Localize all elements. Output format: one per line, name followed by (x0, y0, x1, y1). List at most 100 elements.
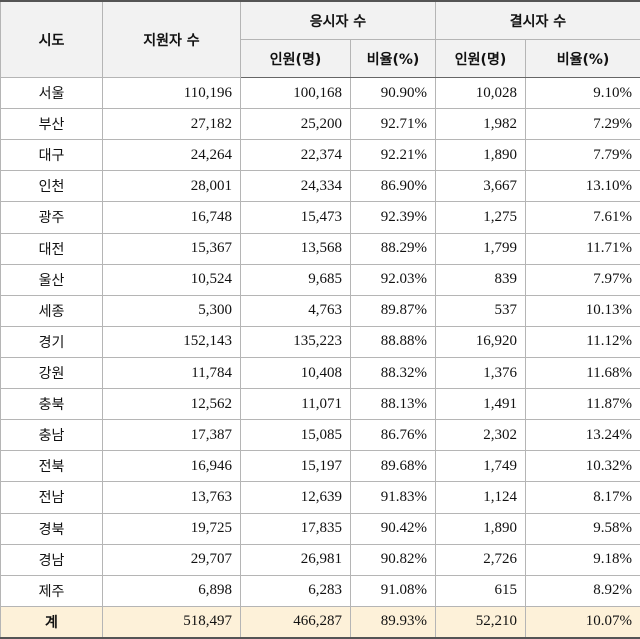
value-cell: 88.88% (350, 325, 436, 358)
value-cell: 100,168 (240, 76, 351, 110)
header-cell: 지원자 수 (102, 0, 241, 78)
data-row: 대전 15,367 13,568 88.29% 1,799 11.71% (0, 232, 640, 265)
data-row: 제주 6,898 6,283 91.08% 615 8.92% (0, 574, 640, 607)
value-cell: 10.13% (525, 294, 640, 327)
value-cell: 88.13% (350, 388, 436, 421)
value-cell: 537 (435, 294, 526, 327)
value-cell: 7.79% (525, 139, 640, 172)
region-cell: 제주 (0, 574, 103, 607)
region-cell: 경기 (0, 325, 103, 358)
data-row: 세종 5,300 4,763 89.87% 537 10.13% (0, 294, 640, 327)
value-cell: 2,726 (435, 543, 526, 576)
value-cell: 10.32% (525, 450, 640, 483)
value-cell: 9.10% (525, 76, 640, 110)
data-row: 경북 19,725 17,835 90.42% 1,890 9.58% (0, 512, 640, 545)
value-cell: 13,568 (240, 232, 351, 265)
header-row: 인원(명) 비율(%) 인원(명) 비율(%) (1, 39, 640, 78)
value-cell: 88.29% (350, 232, 436, 265)
value-cell: 12,639 (240, 481, 351, 514)
value-cell: 10.07% (525, 605, 640, 639)
value-cell: 11.87% (525, 388, 640, 421)
value-cell: 1,890 (435, 139, 526, 172)
value-cell: 91.08% (350, 574, 436, 607)
value-cell: 25,200 (240, 108, 351, 141)
value-cell: 8.92% (525, 574, 640, 607)
region-cell: 서울 (0, 76, 103, 110)
value-cell: 15,197 (240, 450, 351, 483)
value-cell: 15,473 (240, 201, 351, 234)
value-cell: 19,725 (102, 512, 241, 545)
data-row: 광주 16,748 15,473 92.39% 1,275 7.61% (0, 201, 640, 234)
value-cell: 6,283 (240, 574, 351, 607)
data-row: 인천 28,001 24,334 86.90% 3,667 13.10% (0, 170, 640, 203)
value-cell: 839 (435, 263, 526, 296)
value-cell: 1,749 (435, 450, 526, 483)
value-cell: 466,287 (240, 605, 351, 639)
header-cell: 결시자 수 (435, 0, 640, 40)
value-cell: 27,182 (102, 108, 241, 141)
region-cell: 경남 (0, 543, 103, 576)
header-cell: 응시자 수 (240, 0, 436, 40)
value-cell: 92.39% (350, 201, 436, 234)
data-row: 경기 152,143 135,223 88.88% 16,920 11.12% (0, 325, 640, 358)
header-row: 시도 지원자 수 응시자 수 결시자 수 (0, 0, 640, 78)
region-cell: 인천 (0, 170, 103, 203)
data-row: 대구 24,264 22,374 92.21% 1,890 7.79% (0, 139, 640, 172)
data-row: 서울 110,196 100,168 90.90% 10,028 9.10% (0, 76, 640, 110)
value-cell: 1,491 (435, 388, 526, 421)
value-cell: 13.24% (525, 419, 640, 452)
region-cell: 강원 (0, 356, 103, 390)
value-cell: 11,071 (240, 388, 351, 421)
value-cell: 1,124 (435, 481, 526, 514)
value-cell: 24,334 (240, 170, 351, 203)
data-row: 충남 17,387 15,085 86.76% 2,302 13.24% (0, 419, 640, 452)
value-cell: 13.10% (525, 170, 640, 203)
region-cell: 대구 (0, 139, 103, 172)
region-cell: 계 (0, 605, 103, 639)
value-cell: 88.32% (350, 356, 436, 390)
data-row: 충북 12,562 11,071 88.13% 1,491 11.87% (0, 388, 640, 421)
data-row: 전북 16,946 15,197 89.68% 1,749 10.32% (0, 450, 640, 483)
region-cell: 경북 (0, 512, 103, 545)
region-cell: 전남 (0, 481, 103, 514)
header-cell: 인원(명) (435, 39, 526, 78)
value-cell: 86.90% (350, 170, 436, 203)
value-cell: 90.42% (350, 512, 436, 545)
value-cell: 11.71% (525, 232, 640, 265)
value-cell: 1,376 (435, 356, 526, 390)
value-cell: 2,302 (435, 419, 526, 452)
value-cell: 1,982 (435, 108, 526, 141)
value-cell: 1,890 (435, 512, 526, 545)
value-cell: 7.97% (525, 263, 640, 296)
value-cell: 6,898 (102, 574, 241, 607)
data-row: 전남 13,763 12,639 91.83% 1,124 8.17% (0, 481, 640, 514)
value-cell: 15,367 (102, 232, 241, 265)
value-cell: 11.12% (525, 325, 640, 358)
value-cell: 92.03% (350, 263, 436, 296)
region-cell: 울산 (0, 263, 103, 296)
value-cell: 11.68% (525, 356, 640, 390)
data-row: 울산 10,524 9,685 92.03% 839 7.97% (0, 263, 640, 296)
value-cell: 16,920 (435, 325, 526, 358)
value-cell: 3,667 (435, 170, 526, 203)
value-cell: 91.83% (350, 481, 436, 514)
value-cell: 10,524 (102, 263, 241, 296)
value-cell: 4,763 (240, 294, 351, 327)
value-cell: 615 (435, 574, 526, 607)
header-cell: 인원(명) (240, 39, 351, 78)
value-cell: 10,408 (240, 356, 351, 390)
value-cell: 26,981 (240, 543, 351, 576)
header-cell: 비율(%) (350, 39, 436, 78)
value-cell: 90.82% (350, 543, 436, 576)
value-cell: 29,707 (102, 543, 241, 576)
value-cell: 89.68% (350, 450, 436, 483)
header-cell: 시도 (0, 0, 103, 78)
value-cell: 90.90% (350, 76, 436, 110)
value-cell: 92.71% (350, 108, 436, 141)
value-cell: 9,685 (240, 263, 351, 296)
value-cell: 7.29% (525, 108, 640, 141)
value-cell: 10,028 (435, 76, 526, 110)
header-cell: 비율(%) (525, 39, 640, 78)
